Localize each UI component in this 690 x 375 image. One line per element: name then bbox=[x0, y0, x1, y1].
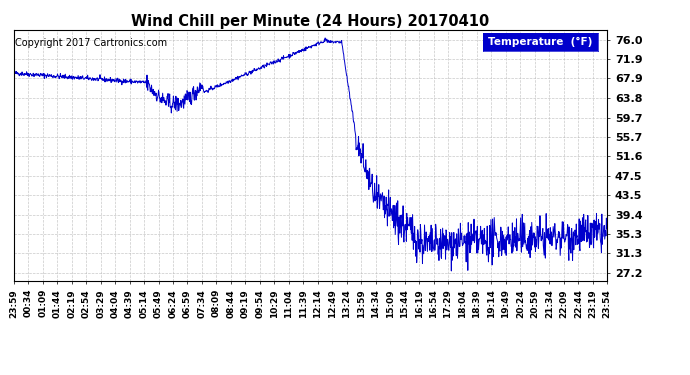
Text: Copyright 2017 Cartronics.com: Copyright 2017 Cartronics.com bbox=[15, 38, 167, 48]
Title: Wind Chill per Minute (24 Hours) 20170410: Wind Chill per Minute (24 Hours) 2017041… bbox=[131, 14, 490, 29]
